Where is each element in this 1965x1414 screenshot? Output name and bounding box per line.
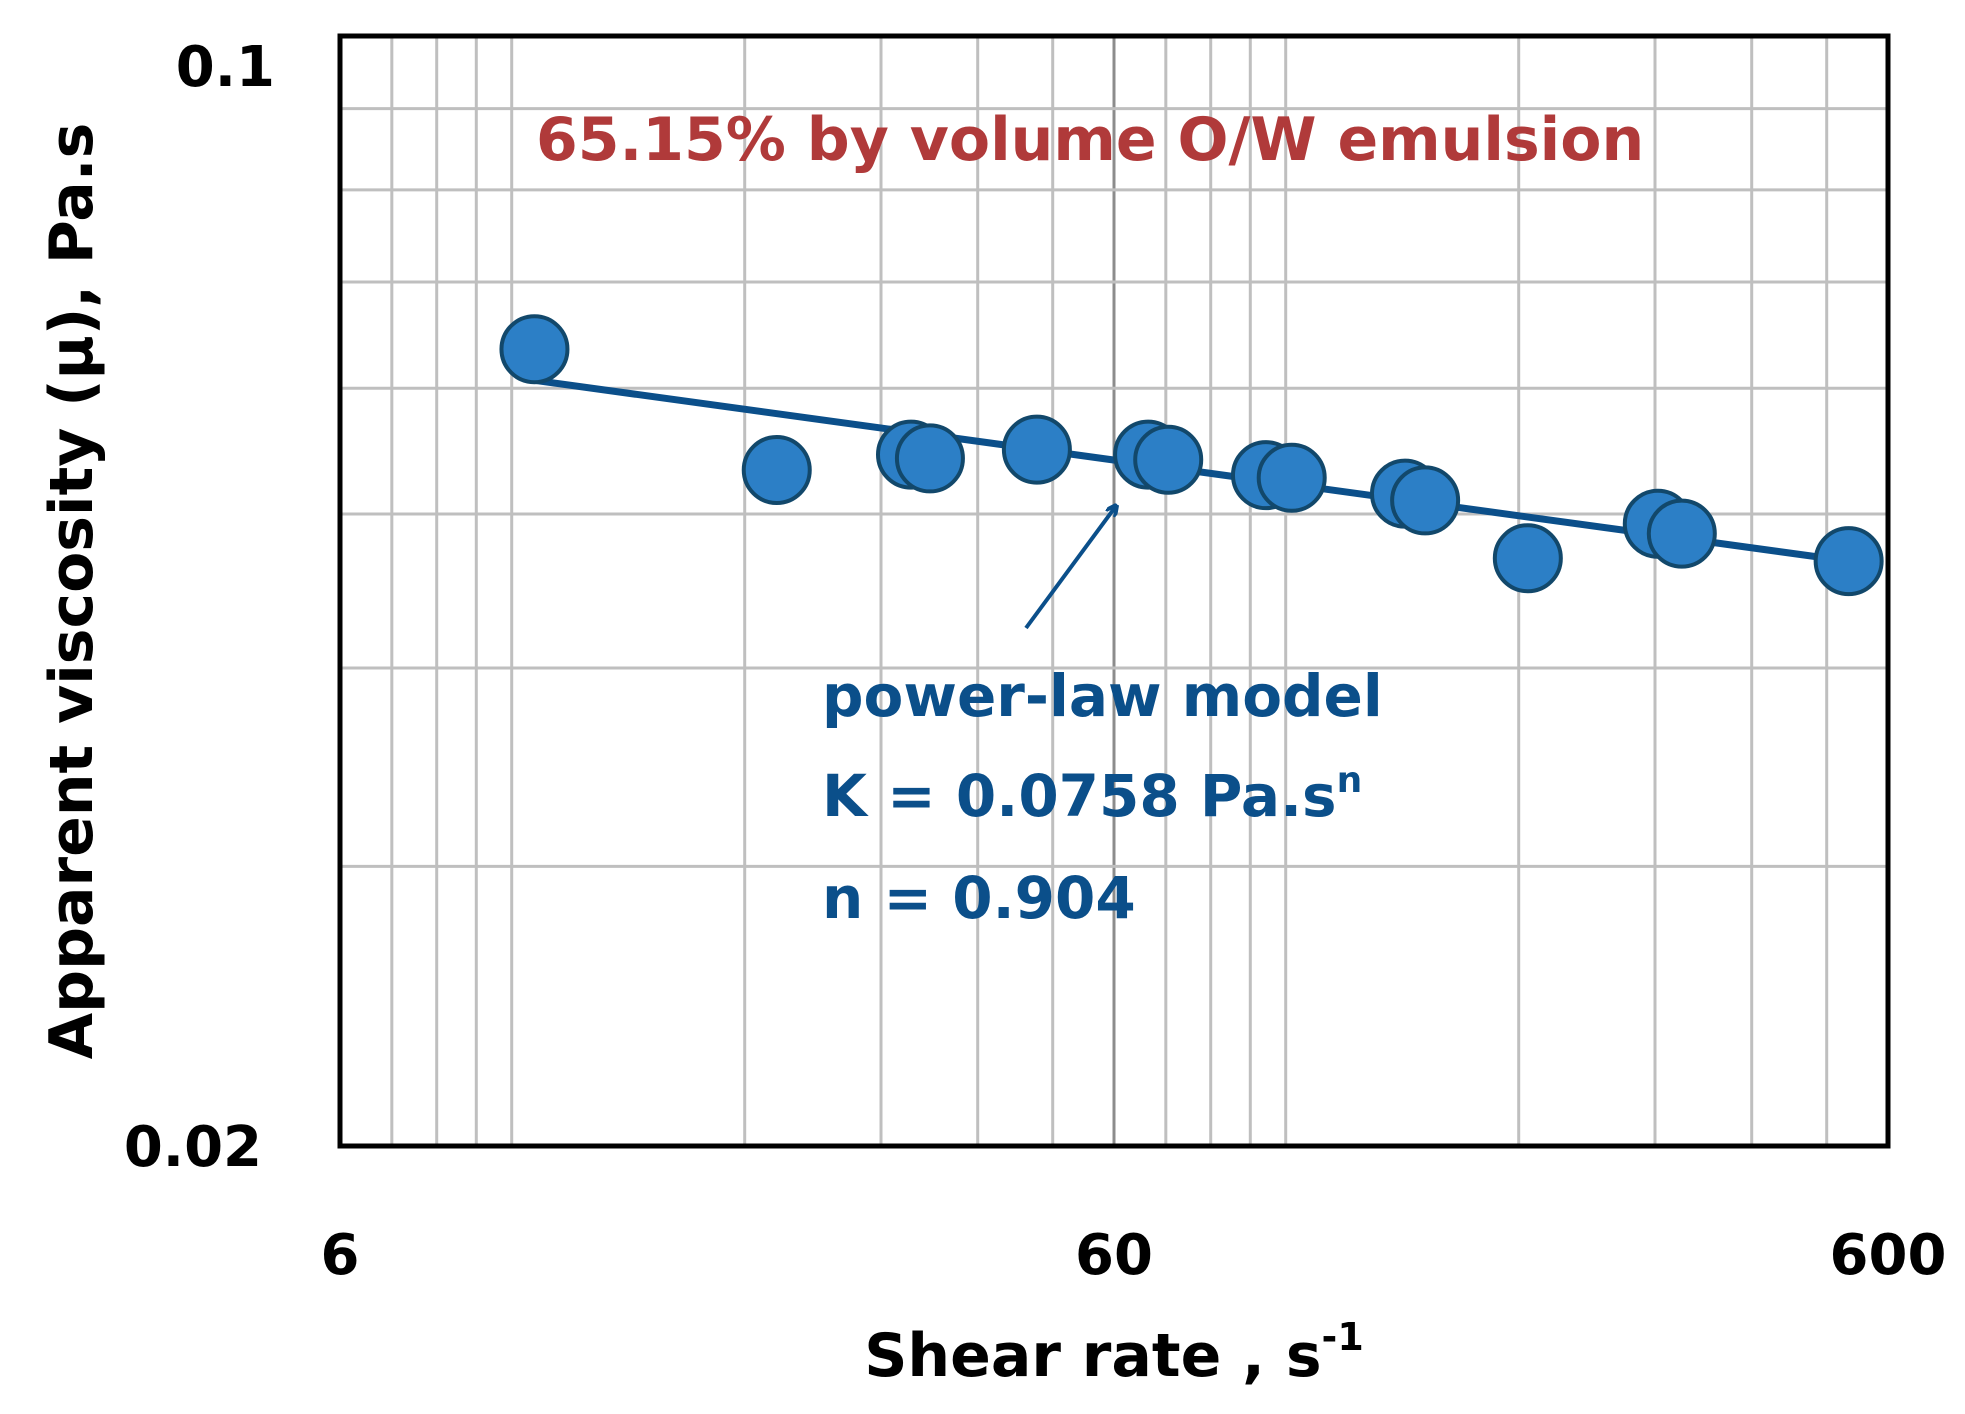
annotation-k-value: K = 0.0758 Pa.sn	[822, 760, 1362, 830]
x-axis-title: Shear rate , s-1	[864, 1315, 1364, 1391]
x-axis-title-superscript: -1	[1322, 1315, 1364, 1359]
chart-title: 65.15% by volume O/W emulsion	[536, 105, 1644, 175]
annotation-n-value: n = 0.904	[822, 864, 1136, 932]
annotation-k-superscript: n	[1337, 760, 1363, 801]
data-point-4	[894, 423, 965, 494]
data-point-9	[1256, 442, 1327, 513]
data-point-1	[499, 314, 570, 385]
plot-area-frame	[337, 33, 1891, 1149]
grid-lines	[340, 36, 1888, 1146]
data-points	[499, 314, 1884, 597]
annotation-k-text: K = 0.0758 Pa.s	[822, 762, 1337, 830]
x-axis-title-text: Shear rate , s	[864, 1321, 1321, 1391]
x-tick-label-6: 6	[321, 1223, 360, 1288]
y-tick-label-top: 0.1	[176, 35, 275, 100]
data-point-12	[1492, 523, 1563, 594]
x-tick-label-600: 600	[1830, 1223, 1947, 1288]
y-tick-label-bottom: 0.02	[124, 1115, 262, 1180]
data-point-14	[1646, 498, 1717, 569]
data-point-15	[1813, 526, 1884, 597]
data-point-7	[1133, 424, 1204, 495]
annotation-arrow	[1024, 506, 1116, 630]
data-point-5	[1001, 414, 1072, 485]
data-point-11	[1390, 465, 1461, 536]
x-tick-label-60: 60	[1075, 1223, 1153, 1288]
data-point-2	[741, 434, 812, 505]
y-axis-title: Apparent viscosity (μ), Pa.s	[37, 123, 107, 1060]
annotation-model-title: power-law model	[822, 662, 1383, 730]
